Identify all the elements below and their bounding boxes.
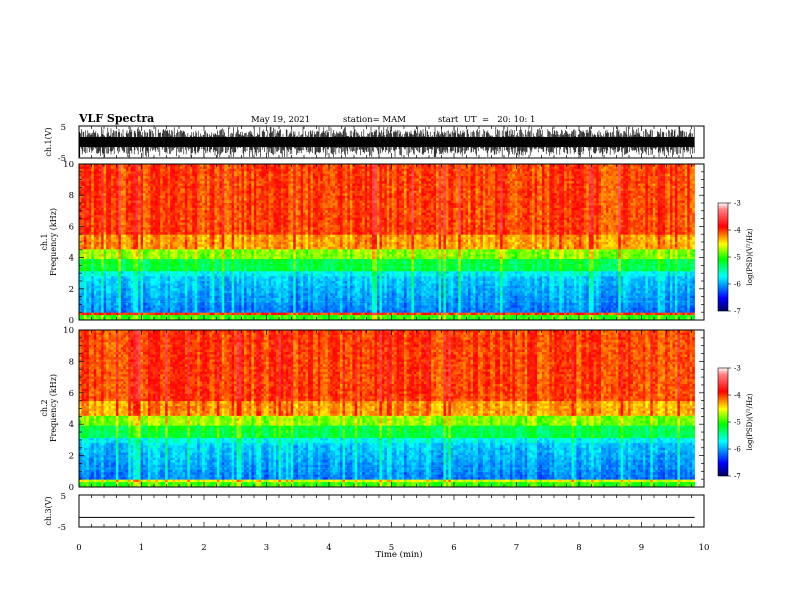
- ch3-waveform-ticks: [79, 495, 704, 527]
- time-tick-label: 4: [326, 543, 331, 553]
- ch3-ytick-top: 5: [61, 492, 66, 502]
- ch1-frequency-tick-labels: 0 2 4 6 8 10: [63, 160, 74, 326]
- header-start-time: start UT = 20: 10: 1: [438, 115, 535, 125]
- ch3-waveform-panel: 5 -5 ch.3(V): [44, 492, 704, 533]
- ch2-colorbar-tick-label: -5: [734, 419, 741, 427]
- ch2-spectrogram-image: [79, 330, 695, 487]
- ch2-ytick-label: 6: [69, 389, 74, 399]
- time-tick-label: 6: [451, 543, 456, 553]
- ch1-colorbar-tick-label: -6: [734, 281, 741, 289]
- time-tick-label: 7: [514, 543, 519, 553]
- ch1-colorbar-label: log(PSD)(V²/Hz): [746, 228, 754, 285]
- ch1-colorbar-tick-label: -7: [734, 308, 741, 316]
- ch1-colorbar-tick-label: -5: [734, 254, 741, 262]
- ch2-colorbar-tick-label: -4: [734, 392, 741, 400]
- ch2-colorbar-tick-label: -7: [734, 473, 741, 481]
- ch1-ytick-label: 10: [63, 160, 74, 170]
- ch2-colorbar: [718, 368, 728, 476]
- ch2-colorbar-label: log(PSD)(V²/Hz): [746, 393, 754, 450]
- ch2-colorbar-tick-label: -6: [734, 446, 741, 454]
- ch2-colorbar-tick-label: -3: [734, 365, 741, 373]
- ch2-spectrogram-channel-label: ch.2: [40, 399, 49, 416]
- header-station: station= MAM: [343, 115, 406, 125]
- ch1-ytick-label: 2: [69, 285, 74, 295]
- ch2-ytick-label: 2: [69, 452, 74, 462]
- ch1-ytick-label: 4: [69, 254, 74, 264]
- ch1-spectrogram-image: [79, 164, 695, 320]
- time-tick-label: 9: [639, 543, 644, 553]
- ch1-ytick-label: 6: [69, 222, 74, 232]
- time-tick-label: 2: [201, 543, 206, 553]
- ch2-ytick-label: 4: [69, 420, 74, 430]
- ch3-waveform-ylabel: ch.3(V): [44, 496, 53, 525]
- ch2-colorbar-ticks: -3 -4 -5 -6 -7: [728, 365, 741, 481]
- ch1-colorbar-tick-label: -4: [734, 227, 741, 235]
- ch1-ytick-top: 5: [61, 123, 66, 133]
- ch1-frequency-axis-label: Frequency (kHz): [49, 208, 58, 276]
- time-axis-label: Time (min): [375, 549, 422, 560]
- ch2-ytick-label: 8: [69, 357, 74, 367]
- ch2-ytick-label: 10: [63, 326, 74, 336]
- ch3-ytick-bottom: -5: [58, 523, 66, 533]
- ch1-waveform-ylabel: ch.1(V): [44, 127, 53, 156]
- ch1-ytick-label: 0: [69, 316, 74, 326]
- figure-title: VLF Spectra: [78, 112, 154, 125]
- ch1-waveform-trace: [79, 127, 695, 157]
- ch1-waveform-panel: 5 -5 ch.1(V): [44, 123, 704, 164]
- ch2-ytick-label: 0: [69, 483, 74, 493]
- ch1-colorbar-ticks: -3 -4 -5 -6 -7: [728, 200, 741, 316]
- time-tick-label: 10: [699, 543, 710, 553]
- ch1-colorbar-tick-label: -3: [734, 200, 741, 208]
- time-tick-label: 1: [139, 543, 144, 553]
- ch1-colorbar: [718, 203, 728, 311]
- ch2-frequency-tick-labels: 0 2 4 6 8 10: [63, 326, 74, 493]
- header-date: May 19, 2021: [251, 115, 310, 125]
- time-tick-label: 8: [576, 543, 581, 553]
- ch2-frequency-axis-label: Frequency (kHz): [49, 374, 58, 442]
- ch1-spectrogram-channel-label: ch.1: [40, 233, 49, 250]
- time-tick-label: 0: [76, 543, 81, 553]
- time-tick-label: 3: [264, 543, 269, 553]
- ch1-ytick-label: 8: [69, 191, 74, 201]
